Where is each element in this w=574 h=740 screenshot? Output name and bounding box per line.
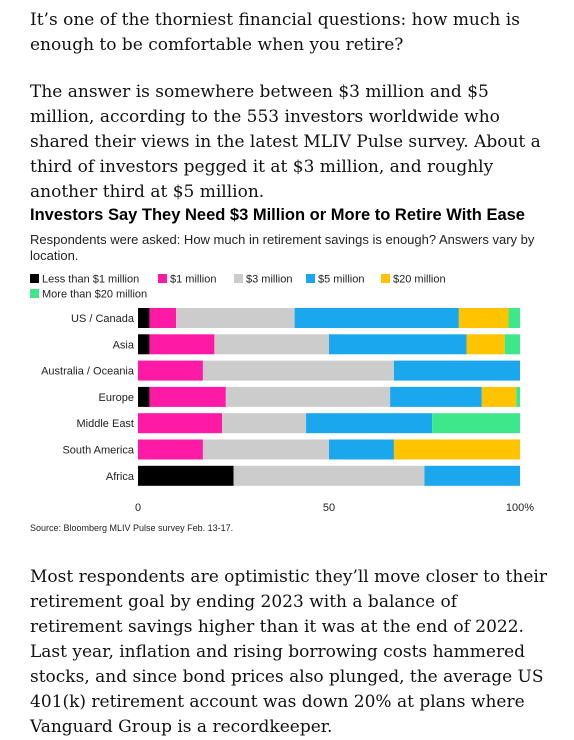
bar-middle-east-1-million bbox=[138, 413, 223, 434]
bar-australia-oceania-3-million bbox=[202, 360, 394, 381]
bar-asia-3-million bbox=[214, 334, 329, 355]
bar-us-canada-5-million bbox=[294, 308, 459, 328]
x-tick-label-1: 50 bbox=[323, 502, 335, 514]
legend-swatch-1-million bbox=[158, 274, 167, 283]
bar-europe-more-than-20-million bbox=[516, 386, 520, 407]
bar-australia-oceania-5-million bbox=[393, 360, 520, 381]
legend-label-more-than-20-million: More than $20 million bbox=[42, 289, 147, 301]
legend-swatch-more-than-20-million bbox=[30, 289, 39, 298]
bar-europe-5-million bbox=[390, 386, 482, 407]
bar-australia-oceania-1-million bbox=[138, 360, 203, 381]
legend-label-20-million: $20 million bbox=[393, 274, 446, 286]
bar-europe-20-million bbox=[481, 386, 517, 407]
bar-us-canada-3-million bbox=[176, 308, 295, 328]
category-label-asia: Asia bbox=[113, 339, 135, 351]
answer-paragraph: The answer is somewhere between $3 milli… bbox=[30, 82, 541, 202]
closing-paragraph: Most respondents are optimistic they’ll … bbox=[30, 567, 547, 737]
bar-europe-3-million bbox=[225, 386, 391, 407]
chart-title: Investors Say They Need $3 Million or Mo… bbox=[30, 206, 525, 224]
category-label-middle-east: Middle East bbox=[77, 418, 134, 430]
bar-middle-east-more-than-20-million bbox=[432, 413, 520, 434]
category-label-us-canada: US / Canada bbox=[71, 313, 135, 325]
legend-swatch-less-than-1-million bbox=[30, 274, 39, 283]
bar-south-america-5-million bbox=[329, 439, 394, 460]
bar-south-america-20-million bbox=[393, 439, 520, 460]
bar-africa-3-million bbox=[233, 465, 425, 486]
bar-asia-more-than-20-million bbox=[504, 334, 520, 355]
category-label-europe: Europe bbox=[99, 392, 134, 404]
category-label-africa: Africa bbox=[106, 471, 135, 483]
bar-asia-less-than-1-million bbox=[138, 334, 150, 355]
bar-south-america-3-million bbox=[202, 439, 329, 460]
legend-label-5-million: $5 million bbox=[318, 274, 364, 286]
legend-label-1-million: $1 million bbox=[170, 274, 216, 286]
bar-asia-20-million bbox=[466, 334, 505, 355]
bar-asia-5-million bbox=[329, 334, 467, 355]
bar-europe-1-million bbox=[149, 386, 226, 407]
stacked-bar-chart: Less than $1 million $1 million $3 million… bbox=[30, 274, 534, 533]
chart-source: Source: Bloomberg MLIV Pulse survey Feb.… bbox=[30, 523, 233, 533]
category-label-south-america: South America bbox=[62, 445, 134, 457]
legend-label-less-than-1-million: Less than $1 million bbox=[42, 274, 139, 286]
bar-middle-east-3-million bbox=[222, 413, 307, 434]
intro-paragraph: It’s one of the thorniest financial ques… bbox=[30, 10, 520, 55]
bar-south-america-1-million bbox=[138, 439, 203, 460]
bar-africa-5-million bbox=[424, 465, 520, 486]
bar-asia-1-million bbox=[149, 334, 215, 355]
x-tick-label-0: 0 bbox=[135, 502, 141, 514]
chart-subtitle: Respondents were asked: How much in reti… bbox=[30, 232, 535, 263]
category-label-australia-oceania: Australia / Oceania bbox=[41, 366, 135, 378]
x-tick-label-2: 100% bbox=[506, 502, 534, 514]
legend-swatch-5-million bbox=[306, 274, 315, 283]
legend-label-3-million: $3 million bbox=[246, 274, 292, 286]
bar-us-canada-less-than-1-million bbox=[138, 308, 150, 328]
legend-swatch-20-million bbox=[381, 274, 390, 283]
bar-africa-less-than-1-million bbox=[138, 465, 234, 486]
bar-us-canada-more-than-20-million bbox=[508, 308, 520, 328]
bar-us-canada-20-million bbox=[458, 308, 509, 328]
bar-us-canada-1-million bbox=[149, 308, 177, 328]
bar-middle-east-5-million bbox=[306, 413, 433, 434]
bar-europe-less-than-1-million bbox=[138, 386, 150, 407]
legend-swatch-3-million bbox=[234, 274, 243, 283]
